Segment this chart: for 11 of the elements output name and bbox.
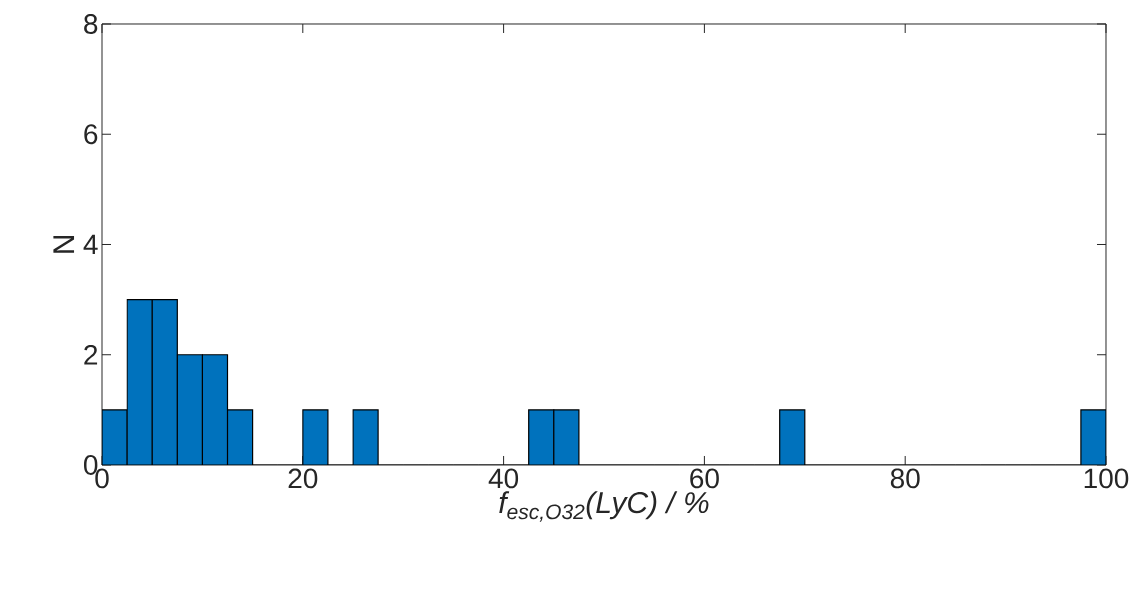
y-tick-label: 6 bbox=[84, 124, 98, 145]
y-axis-title: N bbox=[53, 236, 75, 253]
y-tick-label: 4 bbox=[83, 234, 98, 255]
x-tick-label: 100 bbox=[1084, 468, 1129, 489]
y-tick-label: 8 bbox=[84, 14, 98, 34]
x-axis-title: f$_{esc,O32}$(LyC) / % bbox=[499, 491, 709, 522]
x-tick-label: 80 bbox=[890, 468, 920, 489]
x-tick-label: 60 bbox=[690, 468, 719, 489]
y-tick-label: 2 bbox=[84, 344, 98, 365]
x-tick-label: 20 bbox=[288, 468, 318, 489]
x-tick-label: 40 bbox=[488, 468, 519, 489]
